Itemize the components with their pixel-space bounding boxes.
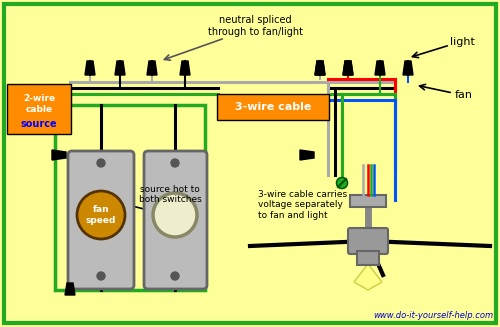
FancyBboxPatch shape bbox=[7, 84, 71, 134]
Text: www.do-it-yourself-help.com: www.do-it-yourself-help.com bbox=[373, 311, 493, 320]
FancyBboxPatch shape bbox=[217, 94, 329, 120]
Text: fan: fan bbox=[455, 90, 473, 100]
Text: 3-wire cable: 3-wire cable bbox=[235, 102, 311, 112]
Text: source: source bbox=[20, 119, 58, 129]
Polygon shape bbox=[343, 61, 353, 75]
Bar bbox=[350, 195, 386, 207]
Text: 3-wire cable carries
voltage separately
to fan and light: 3-wire cable carries voltage separately … bbox=[258, 190, 347, 220]
Polygon shape bbox=[315, 61, 325, 75]
Polygon shape bbox=[354, 264, 382, 290]
Polygon shape bbox=[180, 61, 190, 75]
Circle shape bbox=[171, 159, 179, 167]
FancyBboxPatch shape bbox=[144, 151, 207, 289]
Polygon shape bbox=[300, 150, 314, 160]
Polygon shape bbox=[375, 61, 385, 75]
Polygon shape bbox=[85, 61, 95, 75]
Polygon shape bbox=[52, 150, 66, 160]
Text: fan
speed: fan speed bbox=[86, 205, 116, 225]
FancyBboxPatch shape bbox=[68, 151, 134, 289]
FancyBboxPatch shape bbox=[348, 228, 388, 254]
Bar bbox=[55, 105, 205, 290]
Polygon shape bbox=[315, 61, 325, 75]
Circle shape bbox=[77, 191, 125, 239]
Polygon shape bbox=[343, 61, 353, 75]
Text: light: light bbox=[450, 37, 475, 47]
Circle shape bbox=[153, 193, 197, 237]
Text: neutral spliced
through to fan/light: neutral spliced through to fan/light bbox=[208, 15, 302, 37]
Text: source hot to
both switches: source hot to both switches bbox=[138, 185, 202, 204]
Polygon shape bbox=[115, 61, 125, 75]
Text: 2-wire
cable: 2-wire cable bbox=[23, 94, 55, 114]
Circle shape bbox=[97, 272, 105, 280]
Circle shape bbox=[336, 178, 347, 188]
FancyBboxPatch shape bbox=[357, 251, 379, 265]
Polygon shape bbox=[403, 61, 413, 75]
Circle shape bbox=[171, 272, 179, 280]
Polygon shape bbox=[65, 283, 75, 295]
Polygon shape bbox=[147, 61, 157, 75]
Circle shape bbox=[97, 159, 105, 167]
